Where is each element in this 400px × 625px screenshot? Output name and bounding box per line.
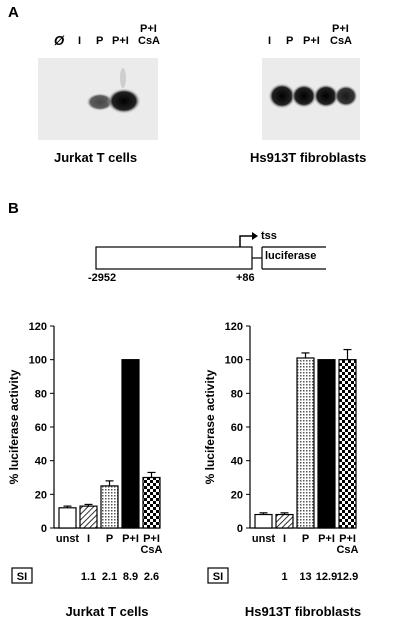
chart2-bar: [254, 513, 273, 529]
lane-label-p: P: [96, 35, 104, 47]
chart1-category-label: I: [87, 533, 90, 545]
chart1-bar: [142, 476, 161, 529]
gel-smear: [120, 68, 126, 88]
panel-label-b: B: [8, 200, 19, 217]
gel-jurkat: [38, 58, 158, 140]
chart2-category-label: CsA: [336, 544, 358, 556]
gel-band-p: [86, 93, 114, 111]
panel-label-a: A: [8, 4, 19, 21]
chart1-si-value: 2.6: [144, 571, 159, 583]
chart1-category-label: P: [106, 533, 113, 545]
chart1-cell-label: Jurkat T cells: [65, 604, 148, 619]
chart1-category-label: unst: [56, 533, 80, 545]
chart2-y-tick-label: 0: [237, 523, 243, 535]
lane-label-pi-top: P+I: [140, 23, 157, 35]
lane2-label-pi-top: P+I: [332, 23, 349, 35]
chart2-y-tick-label: 20: [231, 489, 243, 501]
chart2-y-tick-label: 100: [225, 355, 243, 367]
construct-end-label: +86: [236, 272, 255, 284]
gel-fibroblasts: [262, 58, 360, 140]
chart1-y-tick-label: 80: [35, 388, 47, 400]
tss-arrow: [239, 235, 252, 247]
gel2-band-pi: [313, 84, 339, 108]
chart2-bar: [275, 513, 294, 529]
chart2-category-label: unst: [252, 533, 276, 545]
chart1-y-tick-label: 40: [35, 456, 47, 468]
chart1-y-axis-label: % luciferase activity: [7, 369, 21, 484]
chart1-y-tick-label: 20: [35, 489, 47, 501]
gel2-band-i: [268, 83, 296, 109]
chart2-si-label: SI: [213, 571, 223, 583]
chart1-category-label: P+I: [143, 533, 160, 545]
lane2-label-csa: CsA: [330, 35, 353, 47]
chart1-y-tick-label: 60: [35, 422, 47, 434]
chart1-bar: [100, 485, 119, 529]
lane-label-csa: CsA: [138, 35, 161, 47]
lane-label-pi: P+I: [112, 35, 129, 47]
chart1-si-label: SI: [17, 571, 27, 583]
lane2-label-p: P: [286, 35, 294, 47]
lane-label-i: I: [78, 35, 82, 47]
chart2-category-label: P: [302, 533, 309, 545]
chart1-y-tick-label: 0: [41, 523, 47, 535]
chart2-category-label: P+I: [339, 533, 356, 545]
gel-jurkat-title: Jurkat T cells: [54, 150, 138, 165]
lane2-label-pi: P+I: [303, 35, 320, 47]
tss-arrowhead: [252, 232, 258, 240]
promoter-box: [95, 246, 253, 270]
chart2-y-tick-label: 60: [231, 422, 243, 434]
chart2-si-value: 13: [299, 571, 311, 583]
gel2-band-csa: [334, 85, 358, 107]
reporter-construct: [95, 232, 326, 270]
chart2-cell-label: Hs913T fibroblasts: [245, 604, 361, 619]
chart1-si-value: 8.9: [123, 571, 138, 583]
chart1-category-label: P+I: [122, 533, 139, 545]
chart2-bar: [317, 359, 336, 529]
lane2-label-i: I: [268, 35, 272, 47]
chart1-si-value: 1.1: [81, 571, 96, 583]
tss-label: tss: [261, 230, 277, 242]
gel2-band-p: [291, 84, 317, 108]
chart2-bar: [296, 357, 315, 529]
gel-fibroblasts-bands: [268, 83, 358, 109]
gel-band-pi: [107, 88, 141, 114]
chart2-y-tick-label: 120: [225, 321, 243, 333]
chart1-y-tick-label: 120: [29, 321, 47, 333]
chart1-bar: [79, 505, 98, 529]
chart2-si-value: 1: [281, 571, 287, 583]
luciferase-label: luciferase: [265, 250, 317, 262]
construct-start-label: -2952: [88, 272, 117, 284]
chart2-si-box: [207, 567, 229, 584]
chart1-bar: [121, 359, 140, 529]
chart1-y-tick-label: 100: [29, 355, 47, 367]
chart2-y-tick-label: 80: [231, 388, 243, 400]
chart2-category-label: I: [283, 533, 286, 545]
chart1-category-label: CsA: [140, 544, 162, 556]
gel-jurkat-bands: [86, 68, 141, 114]
chart2-bar: [338, 359, 357, 529]
chart2-category-label: P+I: [318, 533, 335, 545]
chart2-y-tick-label: 40: [231, 456, 243, 468]
gel-fibroblasts-title: Hs913T fibroblasts: [250, 150, 367, 165]
chart2-y-axis-label: % luciferase activity: [203, 369, 217, 484]
chart1-si-box: [11, 567, 33, 584]
chart1-bar: [58, 507, 77, 529]
chart2-si-value: 12.9: [316, 571, 337, 583]
chart1-si-value: 2.1: [102, 571, 117, 583]
chart2-si-value: 12.9: [337, 571, 358, 583]
lane-label-empty: Ø: [54, 33, 65, 48]
